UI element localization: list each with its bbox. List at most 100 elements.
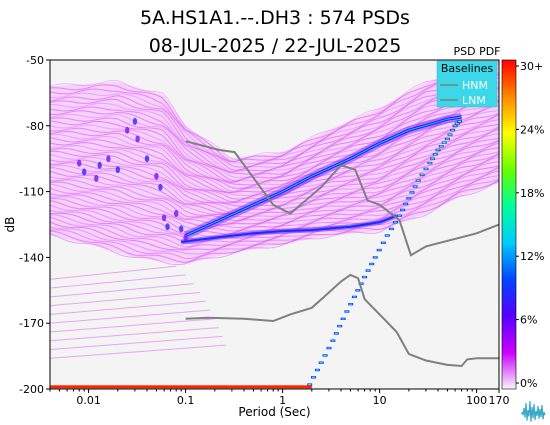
trail-core [439, 145, 443, 147]
density-streak [50, 109, 499, 197]
trail-core [341, 318, 345, 320]
x-tick-label: 0.1 [177, 394, 195, 407]
density-streak [50, 133, 499, 215]
y-tick-label: -50 [26, 54, 44, 67]
trail-core [424, 168, 428, 170]
density-streak [50, 137, 499, 218]
waveform-logo-icon [521, 400, 546, 422]
density-streak [50, 151, 499, 230]
trail-core [416, 180, 420, 182]
density-streak [50, 140, 499, 224]
density-cluster [115, 166, 121, 174]
trail-core [359, 283, 363, 285]
trail-core [338, 325, 342, 327]
colorbar: PSD PDF 30+ 24% 18% 12% 6% 0% [453, 45, 544, 390]
trail-core [428, 162, 432, 164]
density-streak [50, 318, 215, 333]
noise-model-layer [185, 140, 499, 368]
density-streak [50, 72, 499, 168]
trail-core [370, 263, 374, 265]
colorbar-title: PSD PDF [453, 45, 500, 58]
legend-title: Baselines [441, 62, 494, 75]
density-cluster [161, 214, 167, 222]
axes: -50 -80 -110 -140 -170 -200 0.01 0.1 1 10 100 170 Pe… [3, 54, 510, 419]
x-tick-label: 1 [279, 394, 286, 407]
trail-core [442, 142, 446, 144]
density-streak [50, 179, 499, 264]
density-cluster [183, 234, 188, 242]
density-streak [50, 105, 499, 194]
density-streak [50, 68, 499, 165]
density-streak [50, 95, 499, 186]
legend: Baselines HNM LNM [436, 60, 498, 108]
density-cluster [174, 210, 179, 217]
trail-core [377, 249, 381, 251]
pdf-density-layer [50, 60, 499, 389]
chart-title: 5A.HS1A1.--.DH3 : 574 PSDs [140, 7, 410, 29]
y-tick-label: -80 [26, 120, 44, 133]
density-streak [50, 300, 206, 315]
density-cluster [125, 126, 130, 134]
trail-core [404, 203, 408, 205]
trail-core [345, 310, 349, 313]
lnm-curve [185, 273, 499, 368]
trail-core [315, 369, 319, 371]
trail-core [323, 354, 327, 356]
colorbar-label: 6% [520, 314, 537, 327]
density-streak [50, 309, 211, 324]
y-tick-label: -140 [19, 251, 44, 264]
density-cluster [135, 135, 140, 143]
density-streak [50, 73, 499, 171]
density-streak [50, 139, 499, 222]
trail-core [334, 332, 338, 334]
colorbar-label: 0% [520, 377, 537, 390]
trail-core [407, 197, 411, 199]
trail-core [413, 185, 417, 188]
trail-core [436, 149, 440, 151]
density-cluster [97, 161, 102, 169]
trail-core [433, 153, 437, 155]
plot-frame [49, 59, 500, 390]
waveform-logo-path [521, 400, 546, 422]
density-cluster [158, 183, 163, 191]
density-cluster [106, 155, 111, 163]
colorbar-label: 18% [520, 187, 544, 200]
trail-core [445, 138, 449, 140]
density-streak [50, 61, 499, 163]
density-cluster [165, 223, 170, 231]
trail-core [366, 270, 370, 272]
trail-core [455, 123, 459, 125]
trail-core [349, 303, 353, 305]
density-streak [50, 161, 499, 241]
density-streak [50, 82, 499, 175]
trail-core [356, 289, 360, 291]
density-streak [50, 292, 200, 307]
trail-core [410, 191, 414, 193]
density-streak [50, 283, 194, 298]
trail-core [401, 209, 405, 211]
trail-core [319, 362, 323, 364]
density-cluster [82, 168, 87, 176]
density-cluster [179, 225, 184, 233]
x-tick-label: 10 [373, 394, 387, 407]
density-streak [50, 274, 186, 289]
density-streak [50, 153, 499, 235]
y-tick-label: -200 [19, 383, 44, 396]
trail-core [373, 256, 377, 258]
y-tick-label: -110 [19, 186, 44, 199]
density-streak [50, 344, 226, 359]
legend-label-lnm: LNM [462, 94, 486, 107]
trail-core [451, 129, 455, 131]
density-cluster [77, 159, 82, 167]
y-axis-label: dB [3, 217, 17, 233]
trail-core [453, 125, 457, 127]
hnm-curve [185, 140, 499, 257]
density-streak [50, 170, 499, 251]
colorbar-label: 24% [520, 123, 544, 136]
trail-core [308, 384, 312, 386]
density-streak [50, 152, 499, 233]
density-streak [50, 175, 499, 255]
trail-core [331, 340, 335, 342]
density-streak [50, 85, 499, 179]
x-axis-label: Period (Sec) [238, 405, 310, 419]
